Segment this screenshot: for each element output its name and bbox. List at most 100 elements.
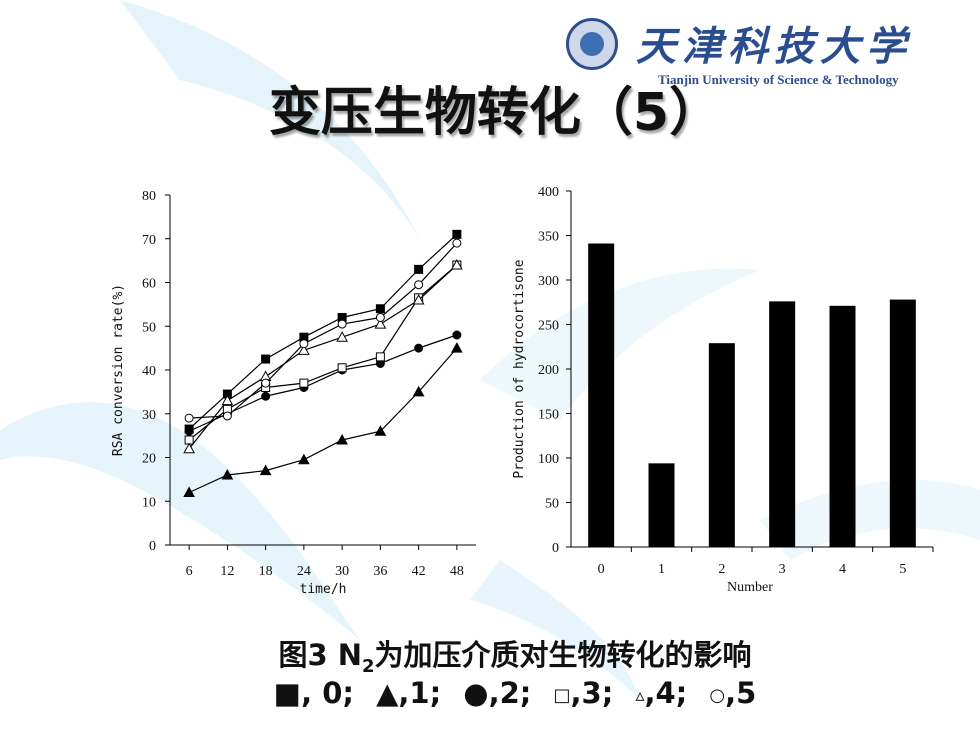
y-tick-label: 40 bbox=[142, 364, 156, 379]
data-point-series-2 bbox=[261, 391, 271, 401]
y-axis-title: RSA conversion rate(%) bbox=[111, 284, 126, 456]
y-axis-title: Production of hydrocortisone bbox=[512, 259, 527, 478]
line-chart: 0 10 20 30 40 50 60 70 80 6 12 18 24 30 36 42 48 time/h RS… bbox=[111, 189, 476, 597]
data-point-series-1 bbox=[374, 425, 387, 436]
legend-symbol: ▲ bbox=[376, 676, 399, 710]
x-tick-label: 3 bbox=[779, 562, 786, 577]
data-point-series-4 bbox=[412, 293, 425, 305]
data-point-series-1 bbox=[336, 433, 348, 445]
logo-english-text: Tianjin University of Science & Technolo… bbox=[658, 72, 899, 87]
x-tick-label: 0 bbox=[598, 562, 605, 577]
y-tick-label: 60 bbox=[142, 277, 156, 292]
legend-item-5: ○,5 bbox=[709, 676, 756, 710]
y-tick-label: 80 bbox=[142, 189, 156, 204]
y-tick-label: 0 bbox=[552, 541, 559, 556]
data-point-series-5 bbox=[414, 280, 424, 290]
x-tick-label: 1 bbox=[658, 562, 665, 577]
data-point-series-4 bbox=[183, 442, 195, 454]
data-point-series-1 bbox=[298, 453, 310, 465]
legend-item-4: ▵,4; bbox=[635, 676, 687, 710]
legend-item-3: □,3; bbox=[554, 676, 614, 710]
bar-5 bbox=[889, 299, 916, 547]
data-point-series-5 bbox=[375, 313, 385, 322]
data-point-series-5 bbox=[261, 378, 271, 388]
data-point-series-1 bbox=[259, 464, 272, 476]
y-tick-label: 20 bbox=[142, 452, 156, 467]
y-tick-label: 250 bbox=[538, 319, 559, 334]
bar-2 bbox=[708, 343, 735, 547]
y-tick-label: 300 bbox=[538, 274, 559, 289]
data-point-series-0 bbox=[414, 264, 424, 274]
legend-label: ,3; bbox=[570, 676, 614, 710]
series-line-4 bbox=[188, 264, 458, 450]
y-tick-label: 350 bbox=[538, 230, 559, 245]
logo-chinese-text: 天津科技大学 bbox=[636, 23, 912, 70]
figure-legend: ■, 0; ▲,1; ●,2; □,3; ▵,4; ○,5 bbox=[0, 676, 980, 710]
caption-suffix: 为加压介质对生物转化的影响 bbox=[374, 638, 752, 672]
data-point-series-3 bbox=[337, 363, 347, 373]
y-tick-label: 200 bbox=[538, 363, 559, 378]
series-line-5 bbox=[189, 242, 458, 419]
data-point-series-4 bbox=[298, 344, 310, 355]
data-point-series-0 bbox=[261, 354, 271, 364]
series-line-1 bbox=[188, 347, 458, 494]
x-tick-label: 42 bbox=[412, 564, 426, 579]
legend-label: ,5 bbox=[725, 676, 757, 710]
data-point-series-0 bbox=[375, 304, 385, 314]
data-point-series-2 bbox=[414, 343, 424, 353]
figure-caption: 图3 N2为加压介质对生物转化的影响 bbox=[0, 632, 980, 677]
x-tick-label: 30 bbox=[335, 564, 349, 579]
data-point-series-2 bbox=[184, 426, 194, 436]
bar-4 bbox=[829, 305, 856, 547]
series-line-0 bbox=[188, 233, 458, 430]
x-tick-label: 12 bbox=[220, 564, 234, 579]
y-tick-label: 100 bbox=[538, 452, 559, 467]
university-seal-icon bbox=[566, 18, 618, 70]
y-tick-label: 10 bbox=[142, 495, 156, 510]
x-tick-label: 18 bbox=[259, 564, 273, 579]
data-point-series-4 bbox=[221, 394, 234, 406]
data-point-series-1 bbox=[183, 486, 195, 497]
legend-symbol: ○ bbox=[709, 685, 726, 706]
legend-label: ,2; bbox=[488, 676, 532, 710]
y-tick-label: 50 bbox=[142, 320, 156, 335]
slide-title: 变压生物转化（5） bbox=[268, 83, 722, 143]
data-point-series-2 bbox=[452, 330, 462, 340]
y-tick-label: 50 bbox=[545, 497, 559, 512]
data-point-series-5 bbox=[452, 238, 462, 248]
x-tick-label: 24 bbox=[297, 564, 311, 579]
data-point-series-1 bbox=[221, 468, 234, 480]
caption-subscript: 2 bbox=[362, 655, 375, 677]
x-tick-label: 5 bbox=[899, 562, 906, 577]
legend-symbol: □ bbox=[553, 685, 571, 706]
x-tick-label: 6 bbox=[186, 564, 193, 579]
data-point-series-5 bbox=[299, 339, 309, 349]
y-tick-label: 70 bbox=[142, 233, 156, 248]
data-point-series-1 bbox=[412, 385, 425, 397]
y-tick-label: 150 bbox=[538, 408, 559, 423]
legend-label: , 0; bbox=[301, 676, 354, 710]
bar-chart: 0 50 100 150 200 250 300 350 400 0 1 2 3 4 5 Number Prod… bbox=[512, 185, 934, 595]
x-tick-label: 48 bbox=[450, 564, 464, 579]
series-line-3 bbox=[188, 264, 458, 441]
bar-0 bbox=[588, 243, 615, 547]
bar-3 bbox=[769, 301, 796, 547]
data-point-series-0 bbox=[452, 229, 462, 239]
legend-label: ,4; bbox=[644, 676, 688, 710]
legend-symbol: ■ bbox=[273, 676, 302, 710]
legend-item-0: ■, 0; bbox=[274, 676, 354, 710]
legend-symbol: ● bbox=[463, 676, 489, 710]
bar-1 bbox=[648, 463, 675, 547]
x-axis-title: time/h bbox=[300, 582, 347, 597]
university-logo: 天津科技大学 Tianjin University of Science & T… bbox=[566, 14, 946, 90]
x-tick-label: 4 bbox=[839, 562, 846, 577]
data-point-series-1 bbox=[451, 342, 463, 353]
data-point-series-4 bbox=[336, 331, 348, 342]
caption-prefix: 图3 N bbox=[278, 638, 362, 672]
data-point-series-5 bbox=[222, 411, 232, 421]
y-tick-label: 400 bbox=[538, 185, 559, 200]
x-tick-label: 2 bbox=[718, 562, 725, 577]
data-point-series-3 bbox=[299, 378, 309, 388]
y-tick-label: 30 bbox=[142, 408, 156, 423]
